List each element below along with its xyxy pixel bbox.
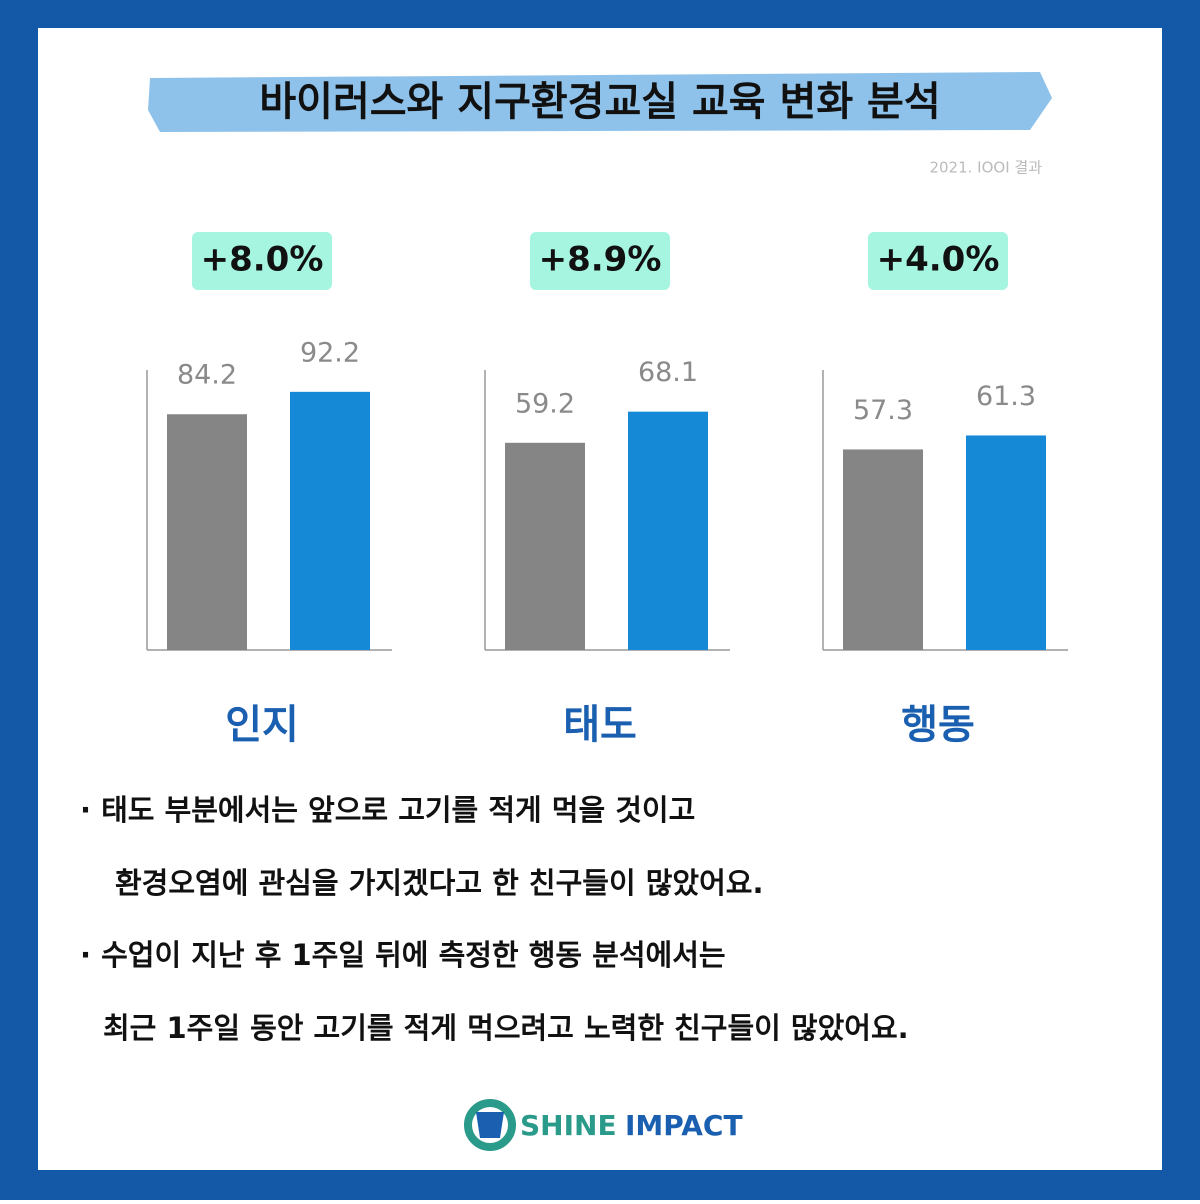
bar — [843, 449, 923, 650]
annotation-box — [868, 232, 1008, 290]
value-label: 92.2 — [300, 337, 360, 368]
value-label: 68.1 — [638, 357, 698, 388]
category-title: 태도 — [563, 702, 637, 748]
annotation: +8.9% — [539, 240, 662, 280]
annotation: +4.0% — [877, 240, 1000, 280]
note-line: 최근 1주일 동안 고기를 적게 먹으려고 노력한 친구들이 많았어요. — [103, 1011, 909, 1045]
value-label: 59.2 — [515, 388, 575, 419]
note: 2021. IOOI 결과 — [929, 159, 1042, 177]
brush — [148, 72, 1052, 132]
note-line: · 수업이 지난 후 1주일 뒤에 측정한 행동 분석에서는 — [80, 938, 726, 972]
logo-text: IMPACT — [625, 1109, 743, 1142]
bar — [290, 391, 370, 650]
bar — [628, 411, 708, 650]
bar — [505, 442, 585, 650]
value-label: 57.3 — [853, 395, 913, 426]
logo-icon — [464, 1099, 516, 1151]
note-line: · 태도 부분에서는 앞으로 고기를 적게 먹을 것이고 — [80, 793, 695, 827]
note-line: 환경오염에 관심을 가지겠다고 한 친구들이 많았어요. — [115, 866, 763, 900]
annotation-box — [192, 232, 332, 290]
annotation-box — [530, 232, 670, 290]
category-title: 인지 — [225, 702, 299, 748]
annotation: +8.0% — [201, 240, 324, 280]
logo-text: SHINE — [520, 1109, 617, 1142]
category-title: 행동 — [901, 702, 975, 748]
value-label: 84.2 — [177, 360, 237, 391]
bar — [966, 435, 1046, 650]
bar — [167, 414, 247, 650]
title: 바이러스와 지구환경교실 교육 변화 분석 — [259, 79, 940, 125]
value-label: 61.3 — [976, 381, 1036, 412]
